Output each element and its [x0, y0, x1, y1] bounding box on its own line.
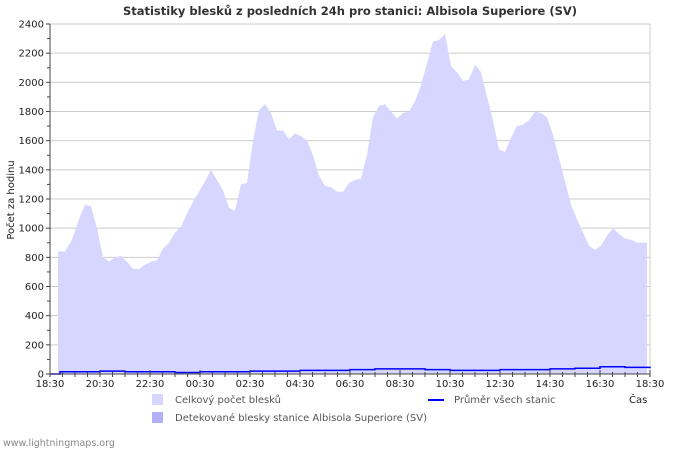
x-tick-label: 22:30: [136, 379, 165, 390]
y-tick-label: 1800: [19, 107, 44, 118]
y-axis-label: Počet za hodinu: [5, 160, 17, 239]
y-tick-label: 200: [25, 340, 44, 351]
x-tick-label: 12:30: [486, 379, 515, 390]
x-tick-label: 14:30: [536, 379, 565, 390]
footer-link[interactable]: www.lightningmaps.org: [3, 438, 115, 449]
average-all-stations-line: [50, 365, 651, 375]
x-tick-label: 00:30: [186, 379, 215, 390]
y-tick-label: 1000: [19, 224, 44, 235]
y-tick-label: 2000: [19, 78, 44, 89]
legend-swatch-station: [152, 412, 163, 423]
y-tick-label: 800: [25, 253, 44, 264]
area-layer: [50, 34, 651, 375]
x-tick-label: 02:30: [236, 379, 265, 390]
y-tick-label: 2400: [19, 20, 44, 31]
y-tick-label: 1200: [19, 195, 44, 206]
chart-title: Statistiky blesků z posledních 24h pro s…: [123, 4, 577, 18]
y-tick-label: 400: [25, 311, 44, 322]
x-tick-label: 10:30: [436, 379, 465, 390]
y-tick-label: 1400: [19, 165, 44, 176]
x-tick-label: 18:30: [36, 379, 65, 390]
x-tick-label: 06:30: [336, 379, 365, 390]
y-tick-label: 600: [25, 282, 44, 293]
x-tick-label: 04:30: [286, 379, 315, 390]
y-tick-label: 0: [38, 370, 44, 381]
legend-label-station: Detekované blesky stanice Albisola Super…: [175, 412, 427, 424]
x-tick-label: 18:30: [636, 379, 665, 390]
y-tick-label: 1600: [19, 136, 44, 147]
x-tick-label: 08:30: [386, 379, 415, 390]
x-tick-label: 20:30: [86, 379, 115, 390]
x-tick-label: 16:30: [586, 379, 615, 390]
axes: 0 200 400 600 800 1000 1200 1400 1600 1800 2000 220…: [19, 20, 665, 391]
y-tick-label: 2200: [19, 49, 44, 60]
legend-label-average: Průměr všech stanic: [454, 394, 556, 406]
total-strikes-area: [58, 34, 647, 374]
legend-label-total: Celkový počet blesků: [175, 394, 281, 406]
legend-swatch-total: [152, 394, 163, 405]
x-axis-label: Čas: [629, 393, 647, 406]
